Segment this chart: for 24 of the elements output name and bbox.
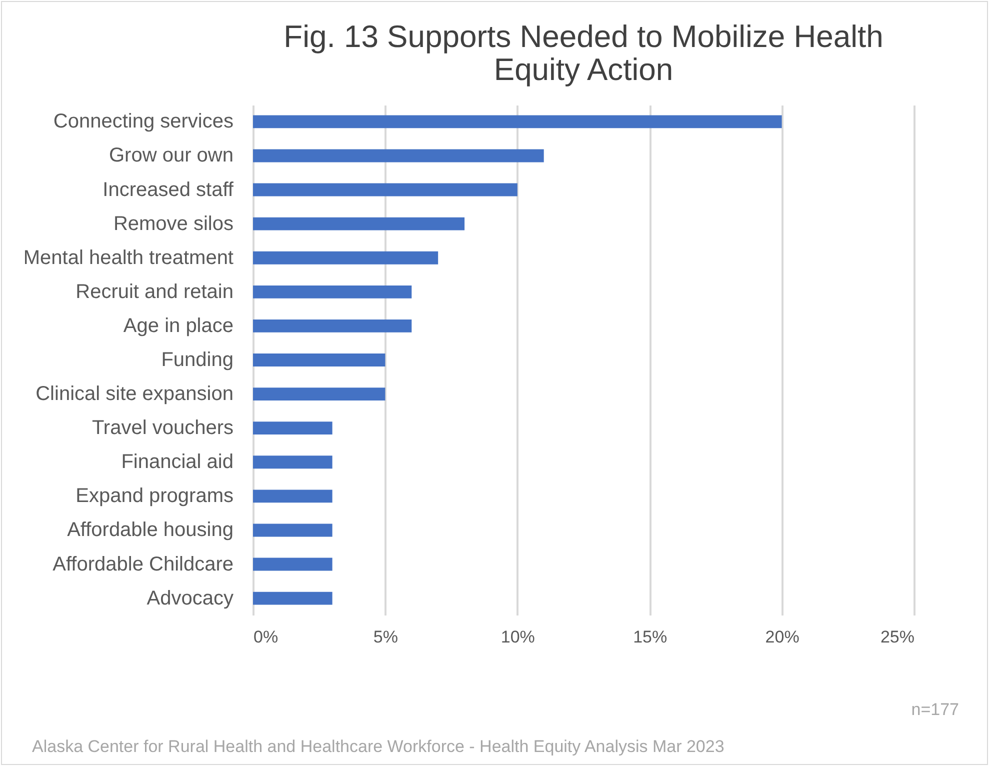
x-tick-label: 5% (373, 628, 398, 646)
y-tick-label: Financial aid (121, 451, 234, 474)
x-tick-label: 10% (500, 628, 535, 646)
text: Alaska Center for Rural Health and Healthcare Workforce - Health Equity Analysis Mar 2023 (32, 737, 724, 757)
x-tick-label: 0% (254, 628, 278, 646)
y-tick-label: Affordable housing (67, 519, 234, 542)
text: n=177 (911, 700, 959, 720)
y-tick-label: Funding (161, 349, 234, 371)
y-tick-label: Age in place (123, 314, 234, 337)
y-tick-label: Expand programs (76, 485, 234, 508)
y-tick-label: Advocacy (146, 587, 234, 610)
y-tick-label: Recruit and retain (76, 280, 234, 303)
y-tick-label: Increased staff (102, 178, 234, 201)
y-tick-label: Clinical site expansion (36, 383, 234, 406)
y-tick-label: Affordable Childcare (52, 553, 234, 576)
y-tick-label: Grow our own (109, 144, 234, 167)
y-tick-label: Travel vouchers (92, 417, 234, 440)
y-tick-label: Connecting services (53, 110, 234, 133)
x-tick-label: 20% (765, 628, 800, 646)
chart-title: Fig. 13 Supports Needed to Mobilize Health Equity Action (284, 19, 884, 87)
x-tick-label: 25% (880, 628, 914, 646)
y-tick-label: Remove silos (113, 212, 234, 235)
y-tick-label: Mental health treatment (23, 246, 234, 269)
x-tick-label: 15% (633, 628, 668, 646)
